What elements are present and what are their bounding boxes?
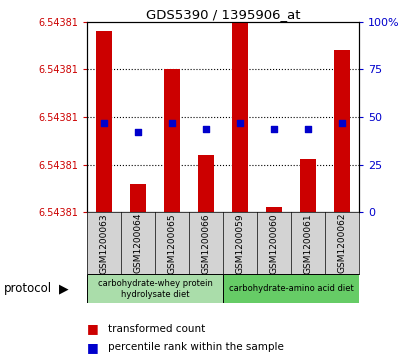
Text: GSM1200060: GSM1200060 (269, 213, 278, 274)
Point (203, 126, 210, 131)
Title: GDS5390 / 1395906_at: GDS5390 / 1395906_at (146, 8, 300, 21)
Text: transformed count: transformed count (108, 323, 205, 334)
Bar (300, 159, 316, 212)
Point (271, 126, 277, 131)
Text: ■: ■ (87, 322, 99, 335)
Text: GSM1200059: GSM1200059 (236, 213, 244, 274)
Text: GSM1200064: GSM1200064 (134, 213, 143, 273)
Text: carbohydrate-amino acid diet: carbohydrate-amino acid diet (229, 284, 354, 293)
Text: GSM1200063: GSM1200063 (100, 213, 109, 274)
Bar (266, 207, 282, 212)
Bar (334, 50, 349, 212)
Text: carbohydrate-whey protein
hydrolysate diet: carbohydrate-whey protein hydrolysate di… (98, 278, 212, 299)
Text: protocol: protocol (4, 282, 52, 295)
Bar (164, 69, 180, 212)
Point (237, 120, 243, 126)
Text: GSM1200062: GSM1200062 (337, 213, 347, 273)
Bar (87, 274, 223, 303)
Point (305, 126, 311, 131)
Text: GSM1200065: GSM1200065 (168, 213, 177, 274)
Text: GSM1200061: GSM1200061 (303, 213, 312, 274)
Bar (130, 184, 146, 212)
Text: GSM1200066: GSM1200066 (202, 213, 210, 274)
Text: percentile rank within the sample: percentile rank within the sample (108, 342, 284, 352)
Text: ■: ■ (87, 341, 99, 354)
Bar (198, 155, 214, 212)
Bar (223, 274, 359, 303)
Point (101, 120, 107, 126)
Bar (97, 31, 112, 212)
Point (135, 130, 142, 135)
Text: ▶: ▶ (59, 282, 68, 295)
Point (339, 120, 345, 126)
Bar (232, 22, 248, 212)
Point (169, 120, 176, 126)
